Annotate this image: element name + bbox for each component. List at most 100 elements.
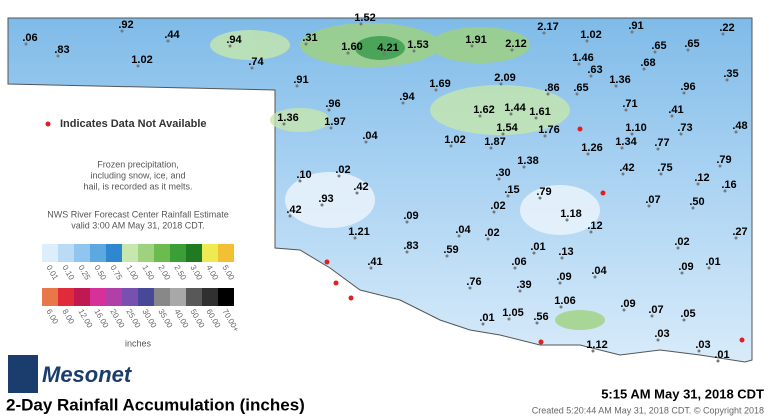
station-value: .68 bbox=[640, 57, 655, 69]
station-dot bbox=[647, 204, 651, 208]
na-marker bbox=[348, 295, 354, 301]
station-dot bbox=[734, 236, 738, 240]
station-value: 2.09 bbox=[494, 72, 515, 84]
station-dot bbox=[559, 305, 563, 309]
station-dot bbox=[468, 286, 472, 290]
scale-swatch bbox=[58, 244, 74, 262]
station-value: .65 bbox=[684, 38, 699, 50]
station-value: .02 bbox=[335, 164, 350, 176]
scale-swatch bbox=[170, 244, 186, 262]
station-dot bbox=[650, 314, 654, 318]
station-value: .04 bbox=[591, 265, 607, 277]
station-dot bbox=[624, 108, 628, 112]
station-value: .07 bbox=[648, 304, 663, 316]
station-dot bbox=[642, 67, 646, 71]
station-dot bbox=[670, 114, 674, 118]
scale-swatch bbox=[186, 244, 202, 262]
station-dot bbox=[136, 64, 140, 68]
station-value: .50 bbox=[689, 196, 704, 208]
station-value: .74 bbox=[248, 56, 264, 68]
station-dot bbox=[696, 182, 700, 186]
scale-label: 20.00 bbox=[108, 308, 126, 330]
station-value: .83 bbox=[54, 44, 69, 56]
scale-label: 0.50 bbox=[92, 264, 108, 282]
station-dot bbox=[518, 289, 522, 293]
station-value: .07 bbox=[645, 194, 660, 206]
scale-label: 16.00 bbox=[92, 308, 110, 330]
station-value: 1.53 bbox=[407, 39, 428, 51]
station-value: .03 bbox=[695, 339, 710, 351]
station-value: .77 bbox=[654, 137, 669, 149]
heavy-rain-areas bbox=[210, 23, 605, 330]
station-dot bbox=[355, 191, 359, 195]
na-marker bbox=[739, 337, 745, 343]
station-value: .12 bbox=[587, 220, 602, 232]
station-dot bbox=[653, 50, 657, 54]
scale-swatch bbox=[106, 288, 122, 306]
frozen-note: Frozen precipitation, bbox=[97, 159, 179, 169]
station-value: 1.91 bbox=[465, 34, 486, 46]
station-value: 1.21 bbox=[348, 226, 369, 238]
station-dot bbox=[630, 132, 634, 136]
scale-label: 30.00 bbox=[140, 308, 158, 330]
station-value: 1.12 bbox=[586, 339, 607, 351]
scale-swatch bbox=[154, 288, 170, 306]
station-dot bbox=[676, 246, 680, 250]
station-value: .06 bbox=[511, 256, 526, 268]
station-dot bbox=[329, 126, 333, 130]
station-dot bbox=[481, 322, 485, 326]
station-dot bbox=[24, 42, 28, 46]
station-dot bbox=[445, 254, 449, 258]
station-dot bbox=[470, 44, 474, 48]
station-value: .09 bbox=[678, 261, 693, 273]
station-dot bbox=[501, 132, 505, 136]
scale-swatch bbox=[138, 288, 154, 306]
timestamp: 5:15 AM May 31, 2018 CDT bbox=[601, 386, 764, 401]
station-value: .04 bbox=[455, 224, 471, 236]
station-value: .09 bbox=[620, 298, 635, 310]
frozen-note: including snow, ice, and bbox=[90, 170, 185, 180]
station-dot bbox=[542, 31, 546, 35]
station-dot bbox=[558, 281, 562, 285]
station-dot bbox=[346, 51, 350, 55]
station-value: .41 bbox=[367, 256, 382, 268]
scale-label: 3.00 bbox=[188, 264, 204, 282]
station-value: 1.44 bbox=[504, 102, 526, 114]
station-value: .02 bbox=[484, 227, 499, 239]
brand: Mesonet bbox=[42, 362, 133, 387]
source-note: valid 3:00 AM May 31, 2018 CDT. bbox=[71, 220, 205, 230]
na-marker bbox=[324, 259, 330, 265]
station-dot bbox=[679, 132, 683, 136]
scale-swatch bbox=[74, 244, 90, 262]
station-value: .73 bbox=[677, 122, 692, 134]
station-dot bbox=[614, 84, 618, 88]
scale-label: 12.00 bbox=[76, 308, 94, 330]
scale-swatch bbox=[202, 288, 218, 306]
station-dot bbox=[405, 250, 409, 254]
station-value: 1.61 bbox=[529, 106, 550, 118]
station-dot bbox=[327, 108, 331, 112]
station-dot bbox=[725, 78, 729, 82]
station-value: 1.60 bbox=[341, 41, 362, 53]
station-dot bbox=[630, 30, 634, 34]
station-value: 1.97 bbox=[324, 116, 345, 128]
station-dot bbox=[486, 237, 490, 241]
station-dot bbox=[686, 48, 690, 52]
station-dot bbox=[575, 92, 579, 96]
station-dot bbox=[535, 321, 539, 325]
scale-swatch bbox=[186, 288, 202, 306]
station-dot bbox=[522, 165, 526, 169]
station-value: .01 bbox=[479, 312, 494, 324]
station-value: .92 bbox=[118, 19, 133, 31]
scale-label: 0.25 bbox=[76, 264, 92, 282]
station-dot bbox=[228, 44, 232, 48]
scale-label: 0.10 bbox=[60, 264, 76, 282]
station-dot bbox=[499, 82, 503, 86]
station-value: 2.17 bbox=[537, 21, 558, 33]
station-dot bbox=[489, 146, 493, 150]
scale-swatch bbox=[42, 244, 58, 262]
station-value: .01 bbox=[705, 256, 720, 268]
scale-swatch bbox=[106, 244, 122, 262]
station-dot bbox=[509, 112, 513, 116]
station-dot bbox=[718, 164, 722, 168]
